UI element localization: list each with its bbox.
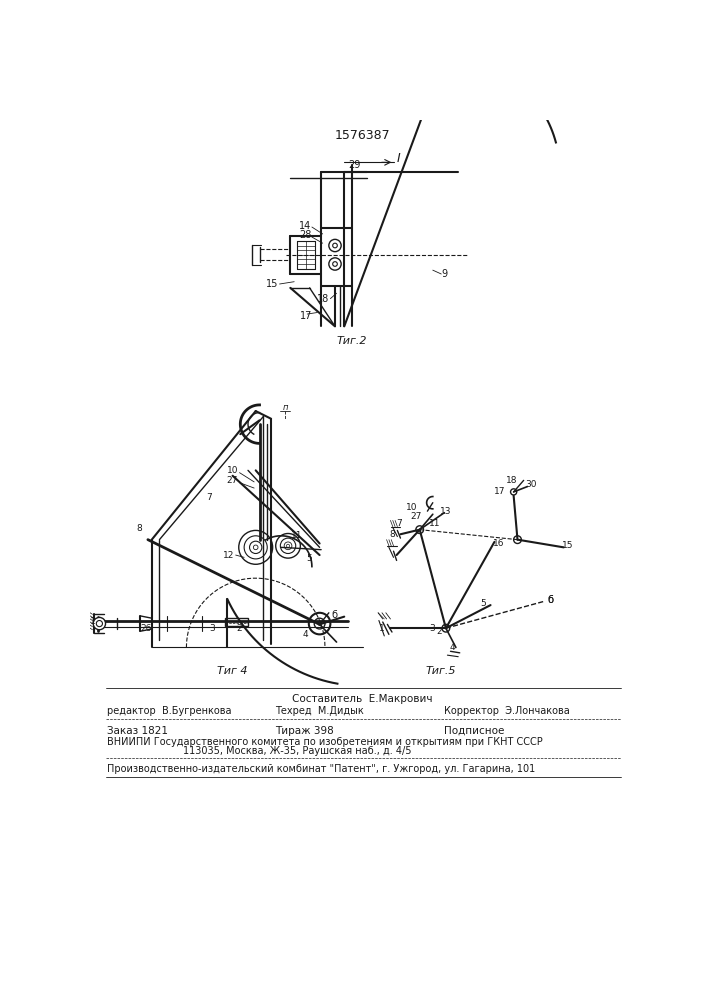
- Text: 8: 8: [390, 530, 395, 539]
- Text: 3: 3: [429, 624, 435, 633]
- Text: 17: 17: [300, 311, 312, 321]
- Text: 14: 14: [299, 221, 311, 231]
- Text: 18: 18: [317, 294, 329, 304]
- Text: 113035, Москва, Ж-35, Раушская наб., д. 4/5: 113035, Москва, Ж-35, Раушская наб., д. …: [182, 746, 411, 756]
- Text: 13: 13: [440, 507, 452, 516]
- Text: Τиг.5: Τиг.5: [425, 666, 456, 676]
- Text: Заказ 1821: Заказ 1821: [107, 726, 168, 736]
- Text: Техред  М.Дидык: Техред М.Дидык: [275, 706, 363, 716]
- Text: 2: 2: [236, 624, 242, 633]
- Text: 30: 30: [525, 480, 537, 489]
- Text: Τиг.2: Τиг.2: [337, 336, 367, 346]
- Text: 15: 15: [267, 279, 279, 289]
- Text: 28: 28: [299, 231, 311, 240]
- Text: редактор  В.Бугренкова: редактор В.Бугренкова: [107, 706, 232, 716]
- Bar: [225, 618, 248, 626]
- Text: 1576387: 1576387: [335, 129, 390, 142]
- Circle shape: [93, 617, 105, 630]
- Text: 5: 5: [480, 599, 486, 608]
- Text: Тираж 398: Тираж 398: [275, 726, 334, 736]
- Text: 27: 27: [227, 476, 238, 485]
- Text: 8: 8: [136, 524, 143, 533]
- Text: п: п: [282, 403, 288, 412]
- Text: 29: 29: [348, 160, 361, 170]
- Text: 16: 16: [493, 539, 504, 548]
- Text: Подписное: Подписное: [444, 726, 505, 736]
- Text: 17: 17: [494, 487, 506, 496]
- Text: 5: 5: [307, 554, 312, 563]
- Text: б: б: [331, 610, 337, 620]
- Text: 1: 1: [379, 624, 385, 633]
- Text: 10: 10: [406, 503, 417, 512]
- Text: 9: 9: [441, 269, 448, 279]
- Text: 7: 7: [206, 493, 212, 502]
- Text: 18: 18: [506, 476, 518, 485]
- Text: б: б: [547, 595, 554, 605]
- Text: 7: 7: [396, 519, 402, 528]
- Text: 4: 4: [449, 643, 455, 652]
- Text: 3: 3: [209, 624, 215, 633]
- Text: 27: 27: [410, 512, 421, 521]
- Text: 12: 12: [223, 551, 234, 560]
- Text: 11: 11: [429, 519, 441, 528]
- Text: 4: 4: [303, 630, 308, 639]
- Text: 11: 11: [291, 531, 303, 540]
- Text: 2: 2: [436, 627, 442, 636]
- Text: Корректор  Э.Лончакова: Корректор Э.Лончакова: [444, 706, 570, 716]
- Text: I: I: [396, 152, 400, 165]
- Text: 15: 15: [562, 541, 573, 550]
- Text: ВНИИПИ Государственного комитета по изобретениям и открытиям при ГКНТ СССР: ВНИИПИ Государственного комитета по изоб…: [107, 737, 543, 747]
- Text: Τиг 4: Τиг 4: [217, 666, 248, 676]
- Text: б: б: [547, 595, 554, 605]
- Text: 1: 1: [90, 617, 95, 626]
- Text: 26: 26: [141, 624, 152, 633]
- Text: Составитель  Е.Макрович: Составитель Е.Макрович: [293, 694, 433, 704]
- Text: 10: 10: [226, 466, 238, 475]
- Text: Производственно-издательский комбинат "Патент", г. Ужгород, ул. Гагарина, 101: Производственно-издательский комбинат "П…: [107, 764, 535, 774]
